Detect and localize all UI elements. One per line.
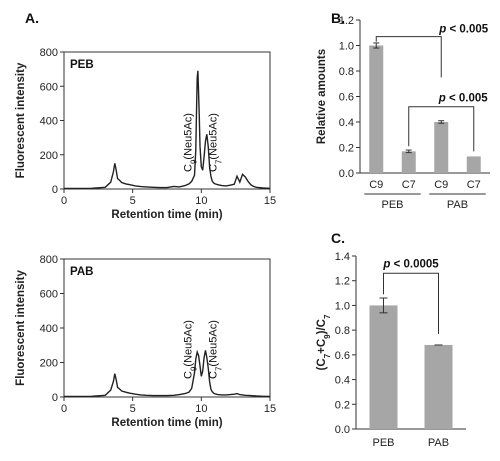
sample-label: PEB	[70, 59, 94, 71]
y-axis-label: Fluorescent intensity	[15, 62, 27, 178]
bars	[369, 42, 481, 173]
y-axis-label: Fluorescent intensity	[15, 270, 27, 386]
y-tick-label: 600	[40, 81, 58, 93]
y-tick-label: 0	[52, 392, 58, 404]
x-tick-label: 5	[130, 403, 136, 415]
category-label: PEB	[372, 437, 394, 449]
y-tick-label: 200	[40, 358, 58, 370]
y-tick-label: 200	[40, 150, 58, 162]
significance-bracket	[408, 106, 475, 152]
y-tick-label: 1.2	[339, 15, 354, 27]
category-label: C7	[402, 179, 416, 191]
y-tick-label: 0.2	[335, 399, 350, 411]
group-labels: PEB PAB	[364, 193, 486, 211]
y-tick-label: 1.0	[335, 300, 350, 312]
bar	[424, 344, 453, 429]
y-tick-label: 800	[40, 47, 58, 59]
bar	[434, 122, 449, 173]
y-tick-label: 600	[40, 289, 58, 301]
peak-annotation-c7: C7(Neu5Ac)	[207, 320, 223, 379]
bar	[401, 151, 416, 173]
x-tick-label: 10	[195, 195, 207, 207]
p-value-label: p < 0.005	[438, 93, 489, 105]
y-axis-label: Relative amounts	[316, 49, 328, 144]
bar	[369, 305, 398, 429]
y-tick-label: 400	[40, 323, 58, 335]
category-label: PAB	[428, 437, 449, 449]
y-tick-label: 1.4	[335, 251, 350, 263]
y-tick-label: 0.0	[335, 424, 350, 436]
y-tick-label: 0.4	[335, 375, 350, 387]
x-axis-label: Retention time (min)	[111, 417, 222, 429]
group-label: PEB	[381, 199, 403, 211]
y-tick-label: 0.4	[339, 117, 354, 129]
chromatogram-trace	[64, 70, 271, 190]
panel-a-label: A.	[25, 10, 39, 26]
axes	[63, 258, 271, 398]
p-value-label: p < 0.0005	[382, 258, 439, 270]
category-labels: C9 C7 C9 C7	[369, 179, 481, 191]
y-tick-label: 1.0	[339, 41, 354, 53]
x-tick-label: 0	[61, 403, 67, 415]
axes	[63, 51, 271, 190]
y-tick-label: 0.0	[339, 168, 354, 180]
x-tick-label: 0	[61, 195, 67, 207]
y-tick-label: 400	[40, 116, 58, 128]
x-tick-label: 15	[264, 403, 276, 415]
ratio-chart: 0.0 0.2 0.4 0.6 0.8 1.0 1.2 1.4 PEB PAB p < 0.00…	[316, 251, 466, 449]
x-ticks: 0 5 10 15	[61, 189, 276, 207]
chromatogram-trace	[64, 349, 271, 398]
peak-annotation-c9: C9(Neu5Ac)	[183, 113, 199, 172]
bar	[466, 156, 481, 173]
category-labels: PEB PAB	[372, 437, 449, 449]
panel-b-label: B.	[331, 10, 345, 26]
significance-bracket	[383, 272, 439, 334]
y-tick-label: 0.8	[339, 66, 354, 78]
y-tick-label: 0.2	[339, 143, 354, 155]
y-tick-label: 0.8	[335, 325, 350, 337]
y-ticks: 0 200 400 600 800	[40, 254, 64, 404]
significance-brackets: p < 0.0005	[382, 258, 439, 334]
bars	[369, 297, 453, 429]
panel-c-label: C.	[331, 230, 345, 246]
x-tick-label: 10	[195, 403, 207, 415]
x-tick-label: 15	[264, 195, 276, 207]
peak-annotation-c7: C7(Neu5Ac)	[207, 113, 223, 172]
x-ticks: 0 5 10 15	[61, 397, 276, 415]
significance-bracket	[375, 36, 442, 78]
y-tick-label: 1.2	[335, 276, 350, 288]
p-value-label: p < 0.005	[438, 24, 489, 36]
x-tick-label: 5	[130, 195, 136, 207]
y-tick-label: 0.6	[335, 350, 350, 362]
peak-annotation-c9: C9(Neu5Ac)	[183, 320, 199, 379]
x-axis-label: Retention time (min)	[111, 209, 222, 221]
y-ticks: 0.0 0.2 0.4 0.6 0.8 1.0 1.2 1.4	[335, 251, 356, 436]
category-label: C9	[434, 179, 448, 191]
y-ticks: 0 200 400 600 800	[40, 47, 64, 196]
y-tick-label: 0	[52, 184, 58, 196]
chromatogram-peb: 0 200 400 600 800 0 5 10 15 PEB Fluorescent int…	[15, 47, 276, 221]
y-tick-label: 0.6	[339, 92, 354, 104]
bar	[369, 45, 384, 173]
category-label: C7	[467, 179, 481, 191]
category-label: C9	[369, 179, 383, 191]
y-tick-label: 800	[40, 254, 58, 266]
relative-amounts-chart: 0.0 0.2 0.4 0.6 0.8 1.0 1.2 C9 C7 C9 C7 PEB PAB p …	[316, 15, 490, 211]
group-label: PAB	[447, 199, 468, 211]
chromatogram-pab: 0 200 400 600 800 0 5 10 15 PAB Fluorescent int…	[15, 254, 276, 429]
significance-brackets: p < 0.005 p < 0.005	[375, 24, 489, 152]
y-ticks: 0.0 0.2 0.4 0.6 0.8 1.0 1.2	[339, 15, 360, 180]
y-axis-label: (C7+C9)/C7	[316, 314, 332, 370]
sample-label: PAB	[70, 266, 93, 278]
